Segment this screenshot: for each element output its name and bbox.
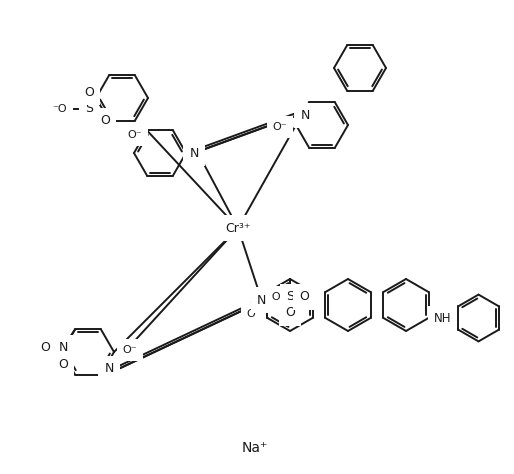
Text: Na⁺: Na⁺	[242, 441, 268, 455]
Text: ⁻O: ⁻O	[267, 292, 281, 302]
Text: S: S	[85, 102, 93, 115]
Text: ⁻O: ⁻O	[52, 103, 67, 113]
Text: O⁻: O⁻	[123, 345, 137, 355]
Text: S: S	[286, 291, 294, 303]
Text: N: N	[257, 293, 266, 307]
Text: O: O	[100, 114, 110, 127]
Text: NH: NH	[434, 311, 451, 325]
Text: N: N	[104, 362, 114, 375]
Text: Cr³⁺: Cr³⁺	[225, 221, 251, 235]
Text: O⁻: O⁻	[246, 309, 261, 319]
Text: N: N	[300, 109, 310, 122]
Text: O: O	[58, 358, 68, 371]
Text: N: N	[189, 146, 199, 159]
Text: N: N	[58, 341, 68, 354]
Text: O⁻: O⁻	[127, 130, 142, 140]
Text: O: O	[299, 291, 309, 303]
Text: O: O	[84, 86, 94, 99]
Text: O: O	[40, 341, 50, 354]
Text: O: O	[285, 307, 295, 319]
Text: O⁻: O⁻	[273, 122, 287, 132]
